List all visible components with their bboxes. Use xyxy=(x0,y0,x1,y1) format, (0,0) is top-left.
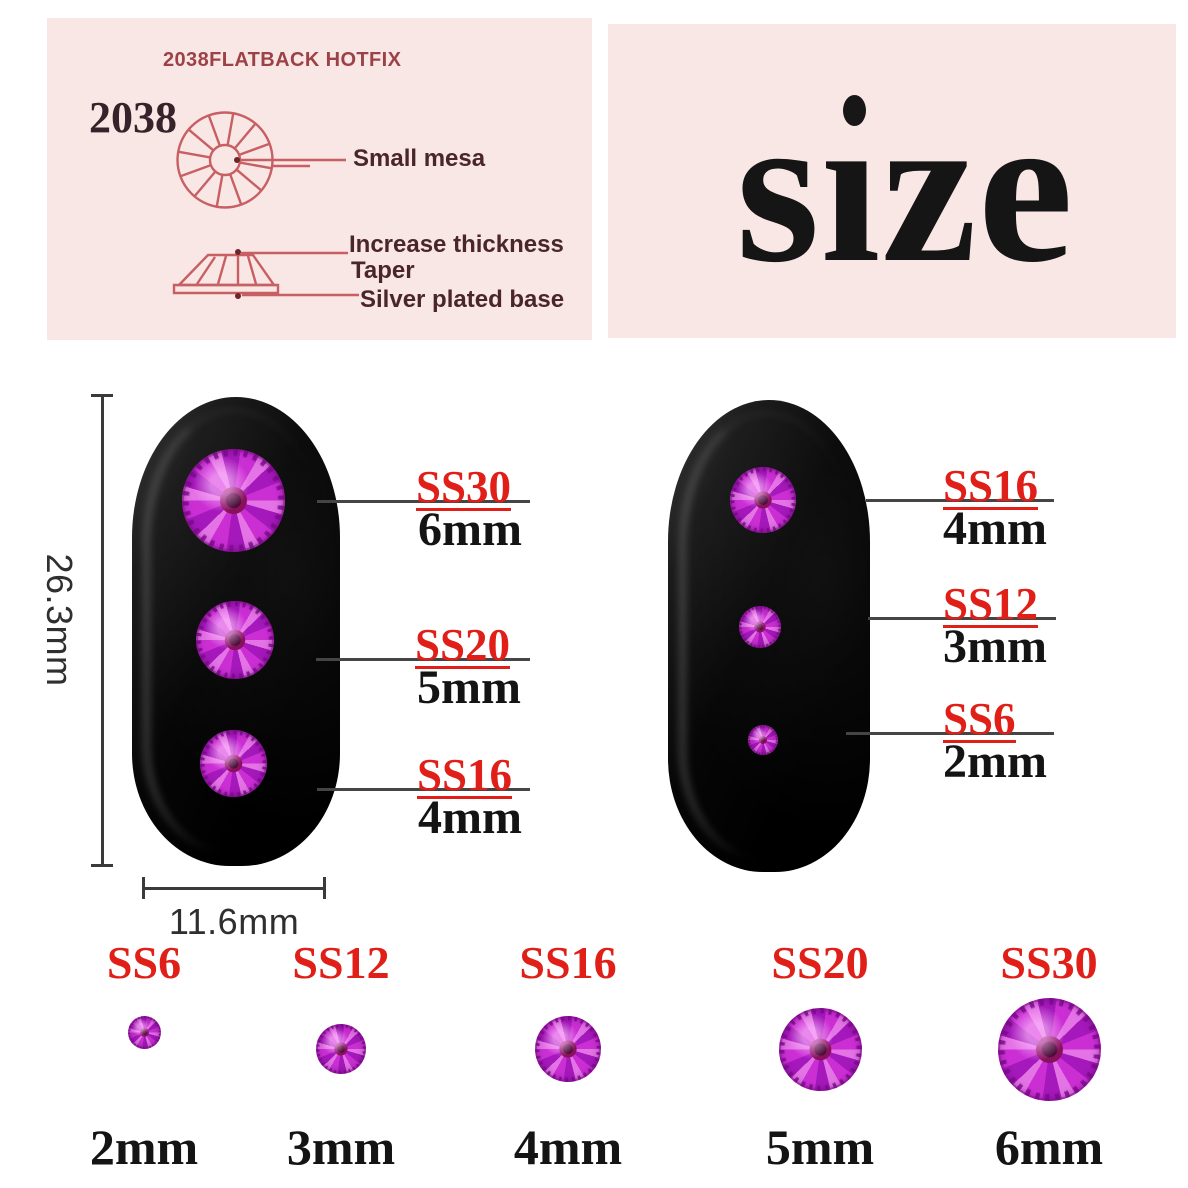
stone-size-label: 4mm xyxy=(943,502,1047,555)
size-chart-item: SS12 3mm xyxy=(241,940,441,1188)
nail-right xyxy=(668,400,870,872)
model-number: 2038 xyxy=(89,93,177,142)
nail-left xyxy=(132,397,340,866)
stone-code-label: SS6 xyxy=(943,694,1016,744)
stone-size-label: 3mm xyxy=(943,620,1047,673)
callout-line xyxy=(317,500,530,503)
stone-code-label: SS12 xyxy=(292,937,390,988)
callout-increase-thickness: Increase thickness xyxy=(349,231,564,258)
stone-size-label: 4mm xyxy=(418,791,522,844)
gem-ss6 xyxy=(748,725,778,755)
gem-ss20-sample xyxy=(779,1008,862,1091)
stone-code-label: SS20 xyxy=(771,937,869,988)
gem-ss12-sample xyxy=(316,1024,366,1074)
length-measure-label: 26.3mm xyxy=(39,553,80,687)
letter-i-dot xyxy=(843,95,866,126)
size-chart-item: SS16 4mm xyxy=(468,940,668,1188)
gem-ss20 xyxy=(196,601,274,679)
stone-code-label: SS16 xyxy=(417,750,513,800)
stone-code-label: SS20 xyxy=(415,620,511,670)
length-measure-cap-top xyxy=(91,394,113,397)
stone-size-label: 3mm xyxy=(286,1119,396,1175)
callout-small-mesa: Small mesa xyxy=(353,145,486,172)
gem-ss16 xyxy=(200,730,267,797)
stone-size-label: 6mm xyxy=(418,503,522,556)
callout-line xyxy=(866,499,1054,502)
stone-size-label: 5mm xyxy=(417,661,521,714)
stone-size-label: 2mm xyxy=(943,735,1047,788)
stone-code-label: SS30 xyxy=(1000,937,1098,988)
gem-ss12 xyxy=(739,606,781,648)
panel-title: 2038FLATBACK HOTFIX xyxy=(163,49,402,71)
callout-line xyxy=(317,788,530,791)
callout-line xyxy=(868,617,1056,620)
size-chart-item: SS30 6mm xyxy=(949,940,1149,1188)
width-measure-label: 11.6mm xyxy=(168,901,300,942)
stone-size-label: 6mm xyxy=(994,1119,1104,1175)
gem-ss30 xyxy=(182,449,285,552)
callout-silver-plated-base: Silver plated base xyxy=(360,286,565,313)
width-measure-line xyxy=(143,887,325,890)
gem-ss16-right xyxy=(730,467,796,533)
crystal-diagram-drawing xyxy=(172,111,359,299)
stone-size-label: 5mm xyxy=(765,1119,875,1175)
stone-size-label: 4mm xyxy=(513,1119,623,1175)
flatback-diagram-panel: 2038FLATBACK HOTFIX 2038 xyxy=(47,18,592,340)
gem-ss16-sample xyxy=(535,1016,601,1082)
callout-taper: Taper xyxy=(351,257,415,284)
gem-ss30-sample xyxy=(998,998,1101,1101)
length-measure-line xyxy=(101,395,104,867)
size-chart-item: SS6 2mm xyxy=(44,940,244,1188)
gem-ss6-sample xyxy=(128,1016,161,1049)
length-measure-cap-bottom xyxy=(91,864,113,867)
size-chart-item: SS20 5mm xyxy=(720,940,920,1188)
stone-code-label: SS6 xyxy=(106,937,182,988)
callout-line xyxy=(316,658,530,661)
stone-code-label: SS30 xyxy=(416,462,512,512)
stone-code-label: SS16 xyxy=(943,461,1039,511)
size-title: sıze xyxy=(736,68,1075,307)
width-measure-cap-left xyxy=(142,877,145,899)
stone-code-label: SS12 xyxy=(943,579,1039,629)
callout-line xyxy=(846,732,1054,735)
stone-code-label: SS16 xyxy=(519,937,617,988)
size-title-panel: sıze xyxy=(608,24,1176,338)
width-measure-cap-right xyxy=(323,877,326,899)
stone-size-label: 2mm xyxy=(89,1119,199,1175)
